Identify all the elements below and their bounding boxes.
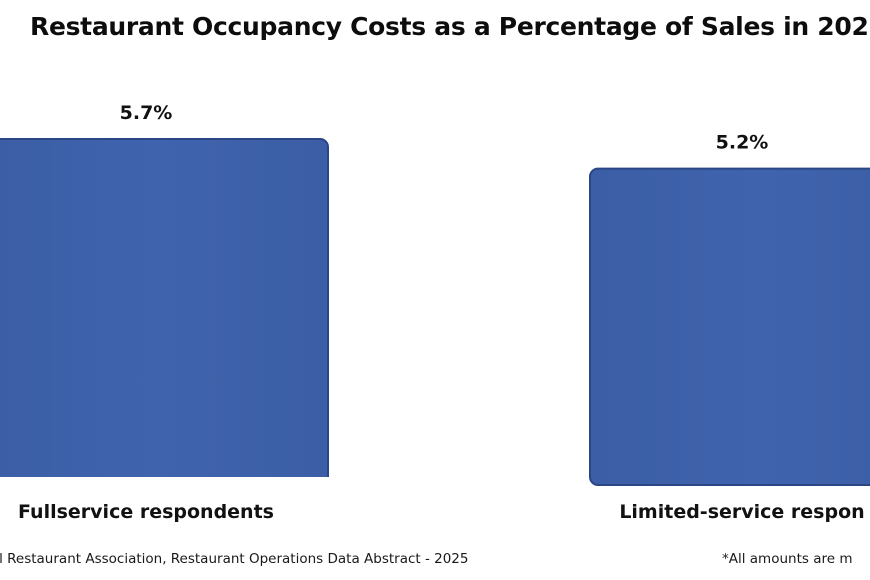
value-label-1: 5.7% [120,102,173,124]
source-note: onal Restaurant Association, Restaurant … [0,551,469,567]
value-label-2: 5.2% [716,132,769,154]
bar-1 [0,137,329,486]
category-label-2: Limited-service respon [619,501,864,523]
category-label-1: Fullservice respondents [18,501,274,523]
bar-2 [589,167,870,486]
amounts-note: *All amounts are m [722,551,853,567]
chart-title: Restaurant Occupancy Costs as a Percenta… [30,12,869,41]
